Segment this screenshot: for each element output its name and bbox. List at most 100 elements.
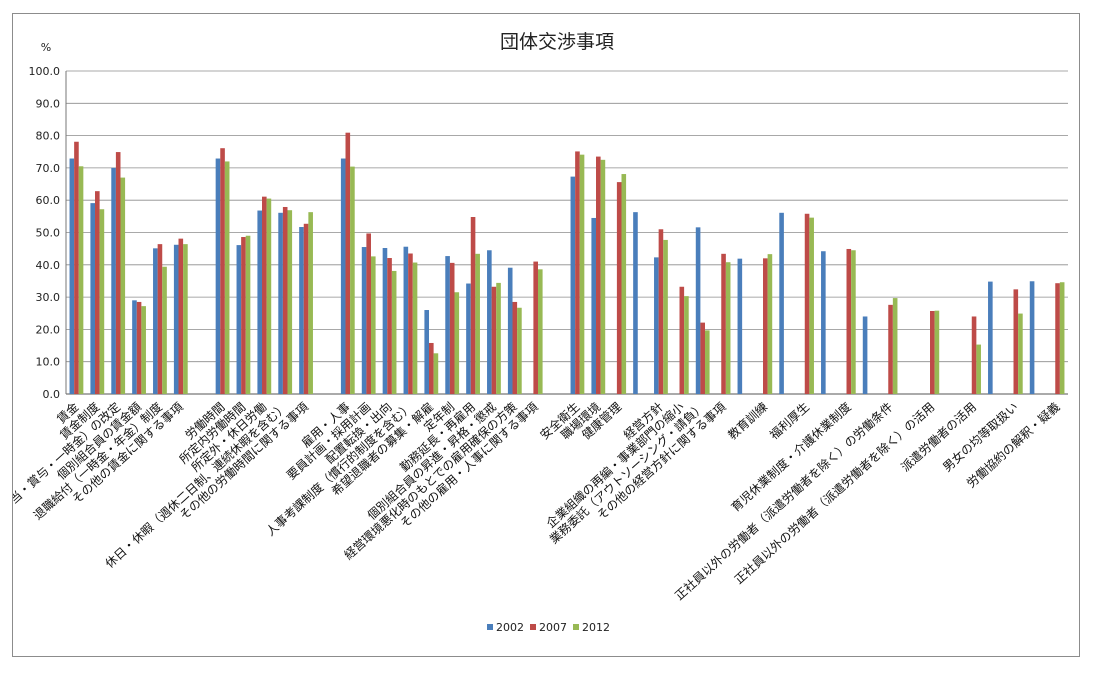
legend: 2002 2007 2012 xyxy=(487,621,610,634)
series-2002 xyxy=(69,158,1035,394)
bar-2007 xyxy=(846,248,852,394)
legend-swatch-2007 xyxy=(530,624,536,630)
bar-2012 xyxy=(767,254,773,394)
bar-2007 xyxy=(763,258,768,394)
bar-2012 xyxy=(1059,282,1065,394)
y-tick-label: 0.0 xyxy=(43,388,61,401)
y-tick-label: 20.0 xyxy=(36,323,61,336)
bar-2012 xyxy=(391,270,397,394)
bar-2012 xyxy=(78,166,84,394)
bar-2007 xyxy=(533,261,538,394)
bar-2012 xyxy=(934,310,940,394)
bar-2002 xyxy=(695,227,701,394)
bar-2012 xyxy=(141,306,146,394)
bar-2002 xyxy=(779,212,784,394)
bar-2012 xyxy=(266,198,272,394)
bar-2012 xyxy=(892,298,898,394)
x-category-label: 派遣労働者の活用 xyxy=(898,399,979,474)
bar-2007 xyxy=(157,244,163,394)
bar-2007 xyxy=(303,223,309,394)
bar-2007 xyxy=(262,196,267,394)
y-tick-labels: 0.0 10.0 20.0 30.0 40.0 50.0 60.0 70.0 80.0 90.0 1… xyxy=(29,65,61,401)
bar-2007 xyxy=(596,156,601,394)
bar-2007 xyxy=(387,258,392,394)
bar-2007 xyxy=(512,301,518,394)
bar-2007 xyxy=(220,148,225,394)
chart-frame: 団体交渉事項 % 0.0 10.0 20.0 30.0 40.0 50.0 60.0 70.0… xyxy=(12,13,1080,657)
bar-2012 xyxy=(183,244,188,394)
bar-2012 xyxy=(433,353,439,394)
series-2012 xyxy=(78,154,1065,394)
bar-2007 xyxy=(888,304,893,394)
bar-2002 xyxy=(591,217,597,394)
bar-chart: 団体交渉事項 % 0.0 10.0 20.0 30.0 40.0 50.0 60.0 70.0… xyxy=(13,31,1068,634)
bar-2007 xyxy=(804,213,810,394)
bar-2002 xyxy=(570,176,576,394)
y-tick-label: 10.0 xyxy=(36,356,61,369)
bar-2002 xyxy=(487,250,492,394)
y-tick-label: 70.0 xyxy=(36,162,61,175)
y-tick-label: 40.0 xyxy=(36,259,61,272)
bar-2012 xyxy=(412,262,418,394)
bar-2007 xyxy=(658,229,664,394)
bar-series-group xyxy=(69,132,1065,394)
y-tick-label: 30.0 xyxy=(36,291,61,304)
x-category-label: 教育訓練 xyxy=(725,399,771,442)
bar-2012 xyxy=(162,266,167,394)
bar-2012 xyxy=(809,217,814,394)
bar-2002 xyxy=(236,245,242,394)
bar-2007 xyxy=(178,238,184,394)
bar-2002 xyxy=(299,227,304,394)
series-2007 xyxy=(74,132,1060,394)
bar-2002 xyxy=(445,256,450,394)
bar-2002 xyxy=(90,203,96,394)
bar-2002 xyxy=(215,158,221,394)
bar-2012 xyxy=(454,292,460,394)
bar-2002 xyxy=(278,212,283,394)
bar-2002 xyxy=(173,244,179,394)
bar-2007 xyxy=(429,342,434,394)
bar-2007 xyxy=(74,141,79,394)
bar-2007 xyxy=(470,217,476,394)
bar-2002 xyxy=(654,257,659,394)
grid-lines xyxy=(65,70,1068,395)
bar-2012 xyxy=(370,256,376,394)
bar-2007 xyxy=(449,262,455,394)
bar-2007 xyxy=(1055,283,1060,394)
bar-2007 xyxy=(721,253,726,394)
bar-2012 xyxy=(245,235,251,394)
legend-swatch-2002 xyxy=(487,624,493,630)
bar-2012 xyxy=(537,269,543,394)
bar-2002 xyxy=(111,167,116,394)
bar-2012 xyxy=(308,212,313,394)
bar-2012 xyxy=(517,307,522,394)
bar-2002 xyxy=(340,158,346,394)
bar-2007 xyxy=(241,237,246,394)
legend-label-2002: 2002 xyxy=(496,621,524,634)
bar-2012 xyxy=(287,210,293,394)
bar-2012 xyxy=(621,174,627,394)
bar-2007 xyxy=(345,132,351,394)
legend-label-2007: 2007 xyxy=(539,621,567,634)
bar-2012 xyxy=(684,296,689,394)
bar-2007 xyxy=(616,182,622,394)
category-labels: 賃金賃金制度手当・賞与・一時金）の改定個別組合員の賃金額退職給付（一時金・年金）… xyxy=(13,399,1063,603)
bar-2002 xyxy=(69,158,75,394)
bar-2002 xyxy=(1029,281,1035,394)
bar-2012 xyxy=(704,330,710,394)
bar-2002 xyxy=(862,316,868,394)
bar-2012 xyxy=(725,262,731,394)
y-axis-unit: % xyxy=(41,41,51,54)
legend-label-2012: 2012 xyxy=(582,621,610,634)
bar-2007 xyxy=(115,152,121,394)
bar-2002 xyxy=(466,283,471,394)
bar-2007 xyxy=(408,253,413,394)
bar-2002 xyxy=(257,210,263,394)
bar-2012 xyxy=(496,282,501,394)
y-tick-label: 90.0 xyxy=(36,97,61,110)
bar-2002 xyxy=(633,212,638,394)
bar-2002 xyxy=(737,258,743,394)
bar-2012 xyxy=(350,166,355,394)
bar-2012 xyxy=(475,253,480,394)
bar-2007 xyxy=(700,322,705,394)
